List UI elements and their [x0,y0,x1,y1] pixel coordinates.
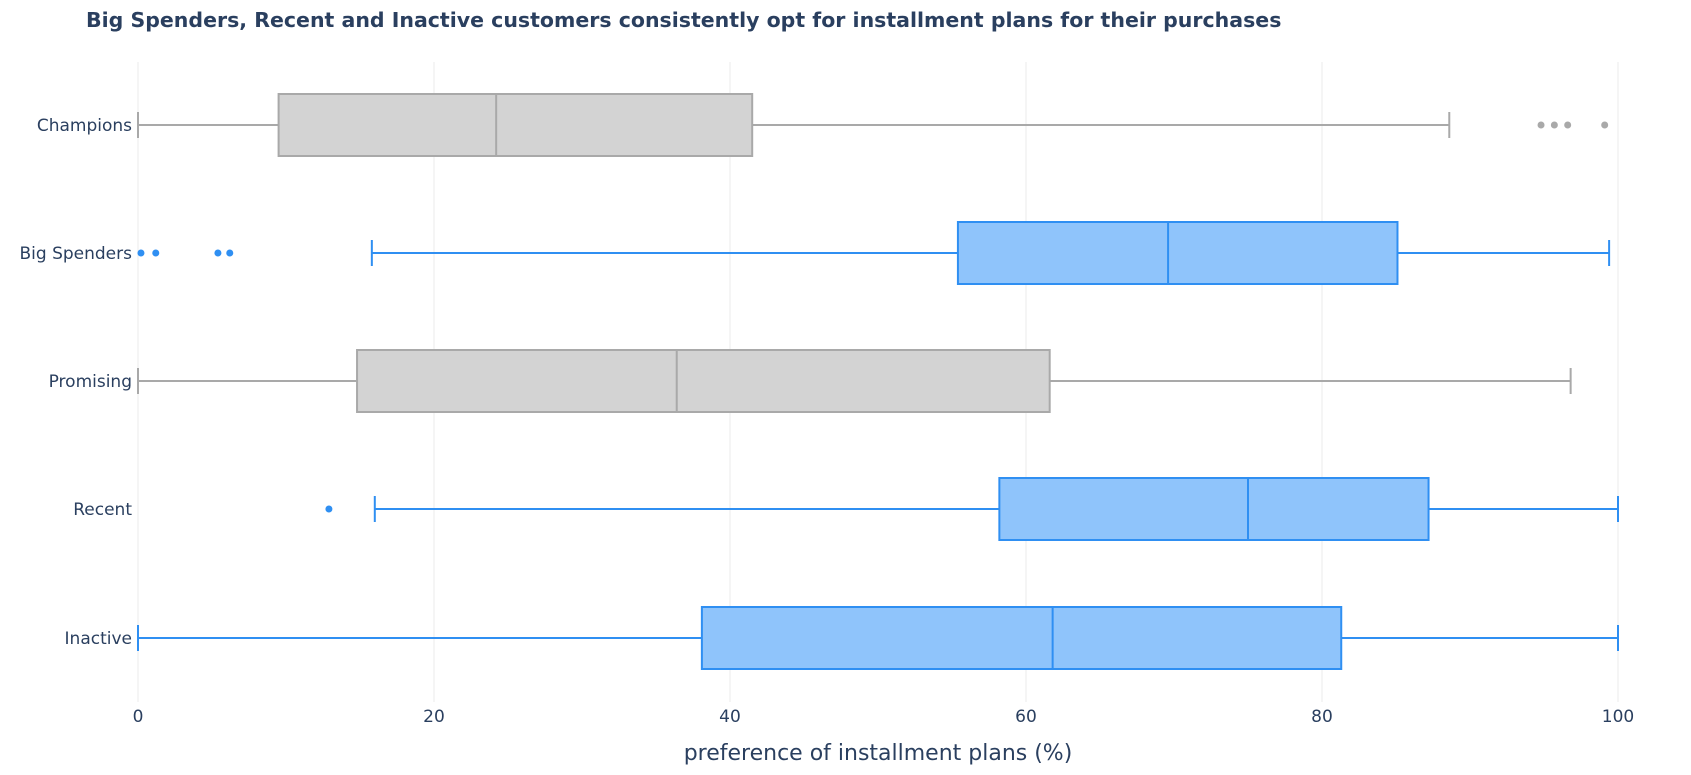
box-plot-area [137,93,1619,670]
iqr-box-champions [277,93,754,157]
outlier-point-champions [1550,121,1558,129]
box-promising [137,349,1572,413]
box-big-spenders [137,221,1611,285]
x-tick-label: 60 [1015,707,1037,727]
y-label-big-spenders: Big Spenders [20,244,133,264]
outlier-point-champions [1564,121,1572,129]
iqr-box-promising [356,349,1051,413]
x-tick-label: 80 [1311,707,1333,727]
x-axis-tick-labels: 0 20 40 60 80 100 [133,707,1635,727]
outlier-point-champions [1537,121,1545,129]
iqr-box-recent [998,477,1430,541]
y-label-recent: Recent [73,500,132,520]
iqr-box-big-spenders [956,221,1399,285]
x-tick-label: 100 [1602,707,1634,727]
y-label-champions: Champions [37,116,132,136]
x-tick-label: 0 [133,707,144,727]
box-champions [137,93,1609,157]
outlier-point-big-spenders [214,249,222,257]
outlier-point-champions [1601,121,1609,129]
x-tick-label: 20 [423,707,445,727]
y-label-promising: Promising [49,372,132,392]
box-recent [325,477,1619,541]
x-axis-title: preference of installment plans (%) [684,741,1073,766]
chart-title: Big Spenders, Recent and Inactive custom… [86,8,1282,32]
outlier-point-big-spenders [226,249,234,257]
iqr-box-inactive [700,606,1343,670]
y-label-inactive: Inactive [65,629,132,649]
x-tick-label: 40 [719,707,741,727]
outlier-point-big-spenders [137,249,145,257]
box-inactive [137,606,1619,670]
outlier-point-recent [325,505,333,513]
y-axis-category-labels: Champions Big Spenders Promising Recent Inac… [20,116,133,649]
outlier-point-big-spenders [152,249,160,257]
